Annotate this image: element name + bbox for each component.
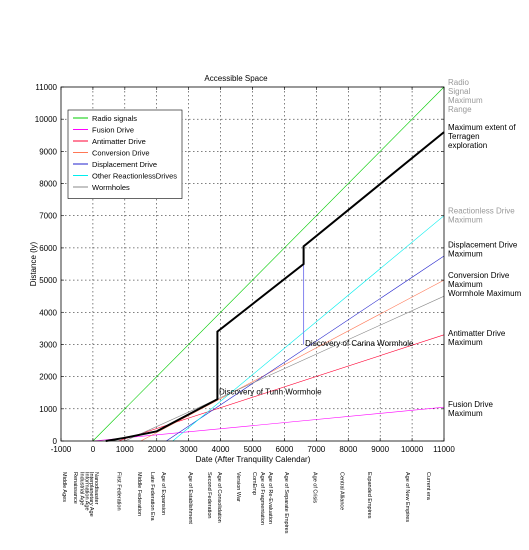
grid-lines <box>61 87 444 441</box>
series-line <box>172 215 445 442</box>
legend-entry: Wormholes <box>92 183 130 192</box>
right-label: Fusion Drive <box>448 400 493 409</box>
era-label: Renaissance <box>72 472 78 504</box>
era-label: Second Federation <box>206 472 212 518</box>
x-tick-label: 0 <box>91 445 96 454</box>
chart-title: Accessible Space <box>204 74 268 83</box>
era-label: Age of Fragmentation <box>259 472 265 525</box>
right-label: Maximum extent of <box>448 123 516 132</box>
era-label: Late Federation Era <box>149 472 155 522</box>
right-label: Radio <box>448 78 469 87</box>
era-label: Central Alliance <box>339 472 345 510</box>
era-label: Age of Consolidation <box>216 472 222 523</box>
annotation-label: Discovery of Tunh Wormhole <box>219 387 322 396</box>
y-tick-label: 5000 <box>39 276 57 285</box>
legend-entry: Fusion Drive <box>92 126 134 135</box>
right-label: Terragen <box>448 132 480 141</box>
legend-entry: Radio signals <box>92 114 137 123</box>
legend-entry: Displacement Drive <box>92 160 157 169</box>
legend-entry: Antimatter Drive <box>92 137 146 146</box>
right-label: Signal <box>448 87 470 96</box>
era-labels: Middle Ages Renaissance Industrial AgeInfo… <box>61 472 431 534</box>
y-tick-label: 10000 <box>35 115 58 124</box>
legend-box <box>67 109 183 199</box>
y-tick-label: 6000 <box>39 244 57 253</box>
legend-entry: Conversion Drive <box>92 149 150 158</box>
series-line <box>105 131 445 442</box>
annotation-label: Discovery of Carina Wormhole <box>305 339 414 348</box>
right-label: Maximum <box>448 216 483 225</box>
era-label: Age of Separate Empires <box>283 472 289 534</box>
y-tick-label: 2000 <box>39 373 57 382</box>
x-tick-label: 3000 <box>180 445 198 454</box>
era-label: Age of Establishment <box>187 472 193 524</box>
right-label: exploration <box>448 141 487 150</box>
era-label: Information Age <box>83 472 89 511</box>
x-tick-label: 7000 <box>307 445 325 454</box>
right-label: Reactionless Drive <box>448 207 515 216</box>
right-label: Maximum <box>448 280 483 289</box>
x-tick-label: 1000 <box>116 445 134 454</box>
x-axis-label: Date (After Tranquility Calendar) <box>196 455 311 464</box>
series-line <box>92 86 445 442</box>
x-tick-label: 5000 <box>244 445 262 454</box>
era-label: Nanodisaster <box>93 472 99 505</box>
era-label: Current era <box>425 472 431 501</box>
x-tick-label: 6000 <box>276 445 294 454</box>
right-label: Wormhole Maximum <box>448 289 522 298</box>
x-tick-label: 4000 <box>212 445 230 454</box>
right-label: Maximum <box>448 338 483 347</box>
right-label: Maximum <box>448 409 483 418</box>
era-label: Industrial Age <box>79 472 85 505</box>
era-label: First Federation <box>115 472 121 511</box>
right-label: Conversion Drive <box>448 271 510 280</box>
era-label: Age of Crisis <box>312 472 318 503</box>
x-tick-label: 10000 <box>401 445 424 454</box>
era-label: Middle Federation <box>136 472 142 516</box>
era-label: Version War <box>235 472 241 502</box>
x-tick-label: 2000 <box>148 445 166 454</box>
y-tick-label: 8000 <box>39 180 57 189</box>
y-axis-label: Distance (ly) <box>29 241 38 286</box>
x-tick-label: 11000 <box>433 445 455 454</box>
era-label: Age of Expansion <box>160 472 166 515</box>
y-tick-label: 0 <box>53 437 58 446</box>
era-label: ComEmp <box>251 472 257 495</box>
era-label: Age of New Empires <box>404 472 410 522</box>
legend-entry: Other ReactionlessDrives <box>92 172 177 181</box>
series-line <box>166 255 445 442</box>
legend: Radio signals Fusion Drive Antimatter Driv… <box>67 109 183 199</box>
y-tick-label: 4000 <box>39 308 57 317</box>
series-line <box>124 295 445 442</box>
era-label: Interplanetary Age <box>88 472 94 517</box>
series-line <box>140 279 445 442</box>
right-label: Antimatter Drive <box>448 329 506 338</box>
right-label: Displacement Drive <box>448 241 518 250</box>
y-tick-label: 3000 <box>39 340 57 349</box>
y-tick-label: 7000 <box>39 212 57 221</box>
data-series <box>92 86 445 442</box>
era-label: Age of Re-Evaluation <box>267 472 273 524</box>
right-label: Maximum <box>448 96 483 105</box>
right-label: Maximum <box>448 250 483 259</box>
era-label: Middle Ages <box>61 472 67 502</box>
y-tick-label: 9000 <box>39 147 57 156</box>
x-tick-label: 8000 <box>339 445 357 454</box>
x-tick-label: -1000 <box>51 445 72 454</box>
y-tick-label: 1000 <box>39 405 57 414</box>
era-label: Expanded Empires <box>366 472 372 519</box>
right-label: Range <box>448 105 472 114</box>
x-tick-label: 9000 <box>371 445 389 454</box>
axis-ticks: -1000 0 1000 2000 3000 4000 5000 6000 7000 8000 90… <box>35 83 456 454</box>
y-tick-label: 11000 <box>35 83 57 92</box>
annotations: Discovery of Carina Wormhole Discovery of… <box>219 339 414 396</box>
